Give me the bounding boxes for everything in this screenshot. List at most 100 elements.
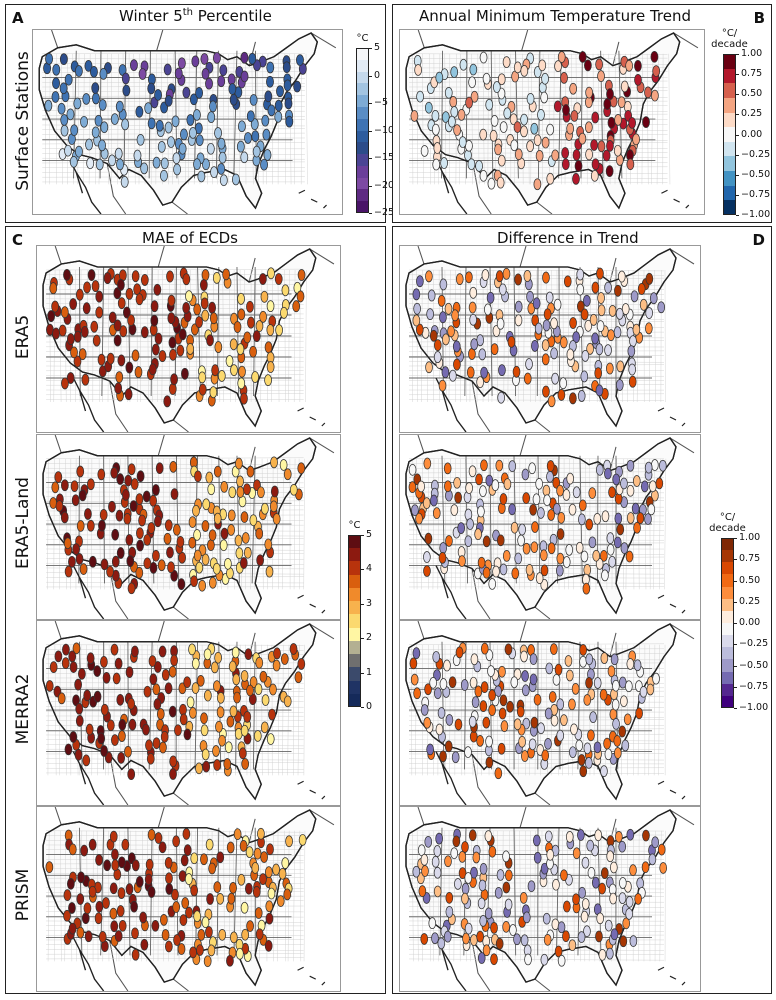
station-dot [626,158,635,171]
station-dot [289,643,298,655]
station-dot [556,528,565,540]
station-dot [69,298,78,310]
station-dot [475,160,483,172]
station-dot [592,549,601,562]
station-dot [212,745,220,757]
station-dot [118,730,126,742]
station-dot [575,541,584,554]
colorbar-tick-label: 0.00 [739,617,761,628]
station-dot [521,750,529,762]
station-dot [212,562,221,575]
station-dot [123,512,132,525]
station-dot [131,927,139,940]
station-dot [106,719,115,732]
station-dot [267,104,276,117]
station-dot [191,682,200,694]
station-dot [201,916,210,929]
station-dot [594,829,603,842]
station-dot [545,291,554,304]
station-dot [99,68,108,80]
station-dot [444,302,453,315]
station-dot [494,143,502,156]
station-dot [60,114,69,126]
station-dot [570,723,578,736]
station-dot [158,350,167,363]
station-dot [618,725,627,738]
station-dot [408,481,417,494]
station-dot [554,663,563,676]
station-dot [69,661,78,673]
station-dot [514,273,522,286]
station-dot [552,878,560,891]
station-dot [69,731,78,743]
station-dot [625,59,634,72]
station-dot [528,462,536,475]
station-dot [54,650,63,663]
station-dot [106,565,114,578]
station-dot [556,698,565,711]
station-dot [634,893,642,905]
station-dot [61,377,69,390]
station-dot [534,322,543,335]
station-dot [116,473,125,485]
station-dot [164,682,173,695]
station-dot [243,331,252,344]
station-dot [499,493,508,505]
station-dot [600,550,608,562]
station-dot [522,492,531,504]
colorbar-mae: °C 5 4 3 2 1 0 [348,520,372,712]
station-dot [120,176,129,188]
station-dot [239,840,248,852]
station-dot [127,582,136,595]
panel-c-title: MAE of ECDs [142,229,238,247]
station-dot [52,63,61,76]
station-dot [548,691,557,703]
station-dot [601,510,610,523]
station-dot [227,524,235,536]
station-dot [513,718,522,731]
station-dot [98,931,107,943]
station-dot [613,735,622,747]
station-dot [445,891,454,904]
station-dot [608,304,617,317]
station-dot [613,536,622,549]
station-dot [260,290,269,303]
station-dot [219,64,228,77]
station-dot [439,678,448,690]
station-dot [136,539,144,552]
station-dot [170,373,178,386]
station-dot [111,848,119,861]
colorbar-diff: °C/ decade 1.00 0.75 0.50 0.25 0.00 −0.25 −0.50… [709,512,768,713]
station-dot [228,660,237,673]
station-dot [450,504,459,516]
station-dot [541,353,550,366]
colorbar-unit: °C [348,520,361,531]
station-dot [500,720,509,733]
station-dot [510,139,519,152]
station-dot [411,504,419,517]
station-dot [113,319,122,332]
station-dot [465,482,473,494]
station-dot [542,271,550,284]
colorbar-tick-mark [734,580,737,582]
station-dot [540,564,549,577]
station-dot [460,679,469,691]
station-dot [542,912,551,925]
station-dot [144,102,153,114]
station-dot [216,892,225,905]
station-dot [588,536,597,549]
station-dot [116,693,125,706]
station-dot [585,653,594,666]
station-dot [576,300,585,313]
station-dot [492,81,501,93]
station-dot [230,364,238,377]
station-dot [52,327,60,340]
station-dot [80,325,89,338]
station-dot [564,655,573,667]
station-dot [613,747,622,759]
station-dot [192,504,200,517]
station-dot [439,542,447,554]
row-label-merra2: MERRA2 [13,673,33,745]
station-dot [225,355,234,367]
station-dot [88,555,97,568]
